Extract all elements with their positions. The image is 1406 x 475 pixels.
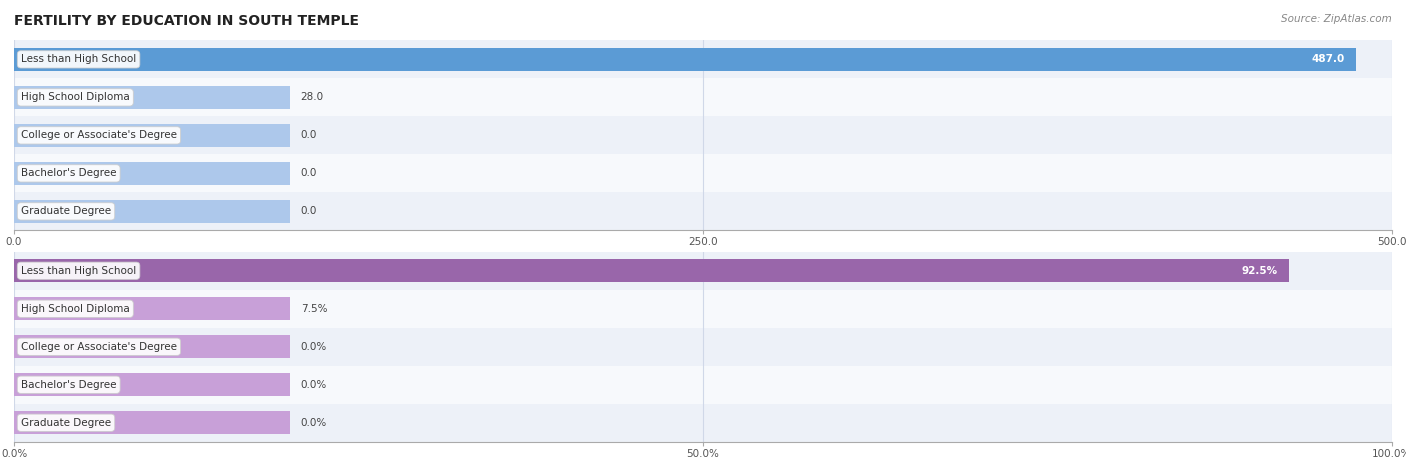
Text: 0.0: 0.0 bbox=[301, 130, 316, 141]
Bar bbox=[14, 290, 1392, 328]
Text: Less than High School: Less than High School bbox=[21, 266, 136, 276]
Bar bbox=[14, 200, 290, 223]
Text: Less than High School: Less than High School bbox=[21, 54, 136, 65]
Text: 0.0%: 0.0% bbox=[301, 418, 328, 428]
Bar bbox=[14, 373, 290, 396]
Bar bbox=[14, 297, 290, 320]
Text: Graduate Degree: Graduate Degree bbox=[21, 206, 111, 217]
Bar bbox=[14, 252, 1392, 290]
Text: 28.0: 28.0 bbox=[301, 92, 323, 103]
Bar bbox=[14, 86, 290, 109]
Bar bbox=[14, 192, 1392, 230]
Text: 487.0: 487.0 bbox=[1312, 54, 1346, 65]
Text: 0.0%: 0.0% bbox=[301, 342, 328, 352]
Bar bbox=[14, 40, 1392, 78]
Bar bbox=[14, 328, 1392, 366]
Bar bbox=[14, 411, 290, 434]
Bar bbox=[14, 78, 1392, 116]
Text: College or Associate's Degree: College or Associate's Degree bbox=[21, 342, 177, 352]
Bar bbox=[14, 116, 1392, 154]
Text: 7.5%: 7.5% bbox=[301, 304, 328, 314]
Bar bbox=[14, 124, 290, 147]
Bar bbox=[14, 366, 1392, 404]
Text: College or Associate's Degree: College or Associate's Degree bbox=[21, 130, 177, 141]
Bar bbox=[14, 154, 1392, 192]
Bar bbox=[14, 48, 1357, 71]
Bar bbox=[14, 162, 290, 185]
Text: 0.0: 0.0 bbox=[301, 168, 316, 179]
Bar bbox=[14, 335, 290, 358]
Text: Bachelor's Degree: Bachelor's Degree bbox=[21, 168, 117, 179]
Text: 92.5%: 92.5% bbox=[1241, 266, 1278, 276]
Text: 0.0: 0.0 bbox=[301, 206, 316, 217]
Bar bbox=[14, 259, 1289, 282]
Text: FERTILITY BY EDUCATION IN SOUTH TEMPLE: FERTILITY BY EDUCATION IN SOUTH TEMPLE bbox=[14, 14, 359, 28]
Bar bbox=[14, 404, 1392, 442]
Text: Source: ZipAtlas.com: Source: ZipAtlas.com bbox=[1281, 14, 1392, 24]
Text: Graduate Degree: Graduate Degree bbox=[21, 418, 111, 428]
Text: High School Diploma: High School Diploma bbox=[21, 304, 129, 314]
Text: High School Diploma: High School Diploma bbox=[21, 92, 129, 103]
Text: 0.0%: 0.0% bbox=[301, 380, 328, 390]
Text: Bachelor's Degree: Bachelor's Degree bbox=[21, 380, 117, 390]
